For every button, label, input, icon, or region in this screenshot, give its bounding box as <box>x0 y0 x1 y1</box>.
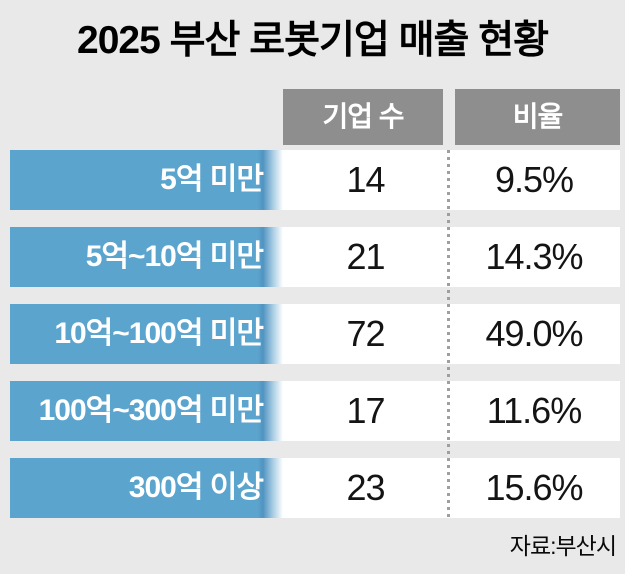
count-value: 14 <box>283 150 448 210</box>
source-credit: 자료:부산시 <box>509 533 617 559</box>
column-header-company-count: 기업 수 <box>283 89 443 145</box>
ratio-value: 14.3% <box>448 227 620 287</box>
count-value: 23 <box>283 458 448 518</box>
count-value: 72 <box>283 304 448 364</box>
row-label: 5억~10억 미만 <box>10 227 283 287</box>
table-row: 100억~300억 미만 17 11.6% <box>10 381 620 441</box>
ratio-value: 9.5% <box>448 150 620 210</box>
ratio-value: 15.6% <box>448 458 620 518</box>
ratio-value: 49.0% <box>448 304 620 364</box>
column-divider-dotted <box>447 150 450 518</box>
ratio-value: 11.6% <box>448 381 620 441</box>
row-label: 10억~100억 미만 <box>10 304 283 364</box>
chart-title: 2025 부산 로봇기업 매출 현황 <box>77 19 549 62</box>
row-label: 5억 미만 <box>10 150 283 210</box>
column-header-ratio: 비율 <box>455 89 620 145</box>
row-label: 100억~300억 미만 <box>10 381 283 441</box>
table-row: 300억 이상 23 15.6% <box>10 458 620 518</box>
table-row: 5억 미만 14 9.5% <box>10 150 620 210</box>
table-row: 5억~10억 미만 21 14.3% <box>10 227 620 287</box>
count-value: 21 <box>283 227 448 287</box>
row-label: 300억 이상 <box>10 458 283 518</box>
table-row: 10억~100억 미만 72 49.0% <box>10 304 620 364</box>
count-value: 17 <box>283 381 448 441</box>
